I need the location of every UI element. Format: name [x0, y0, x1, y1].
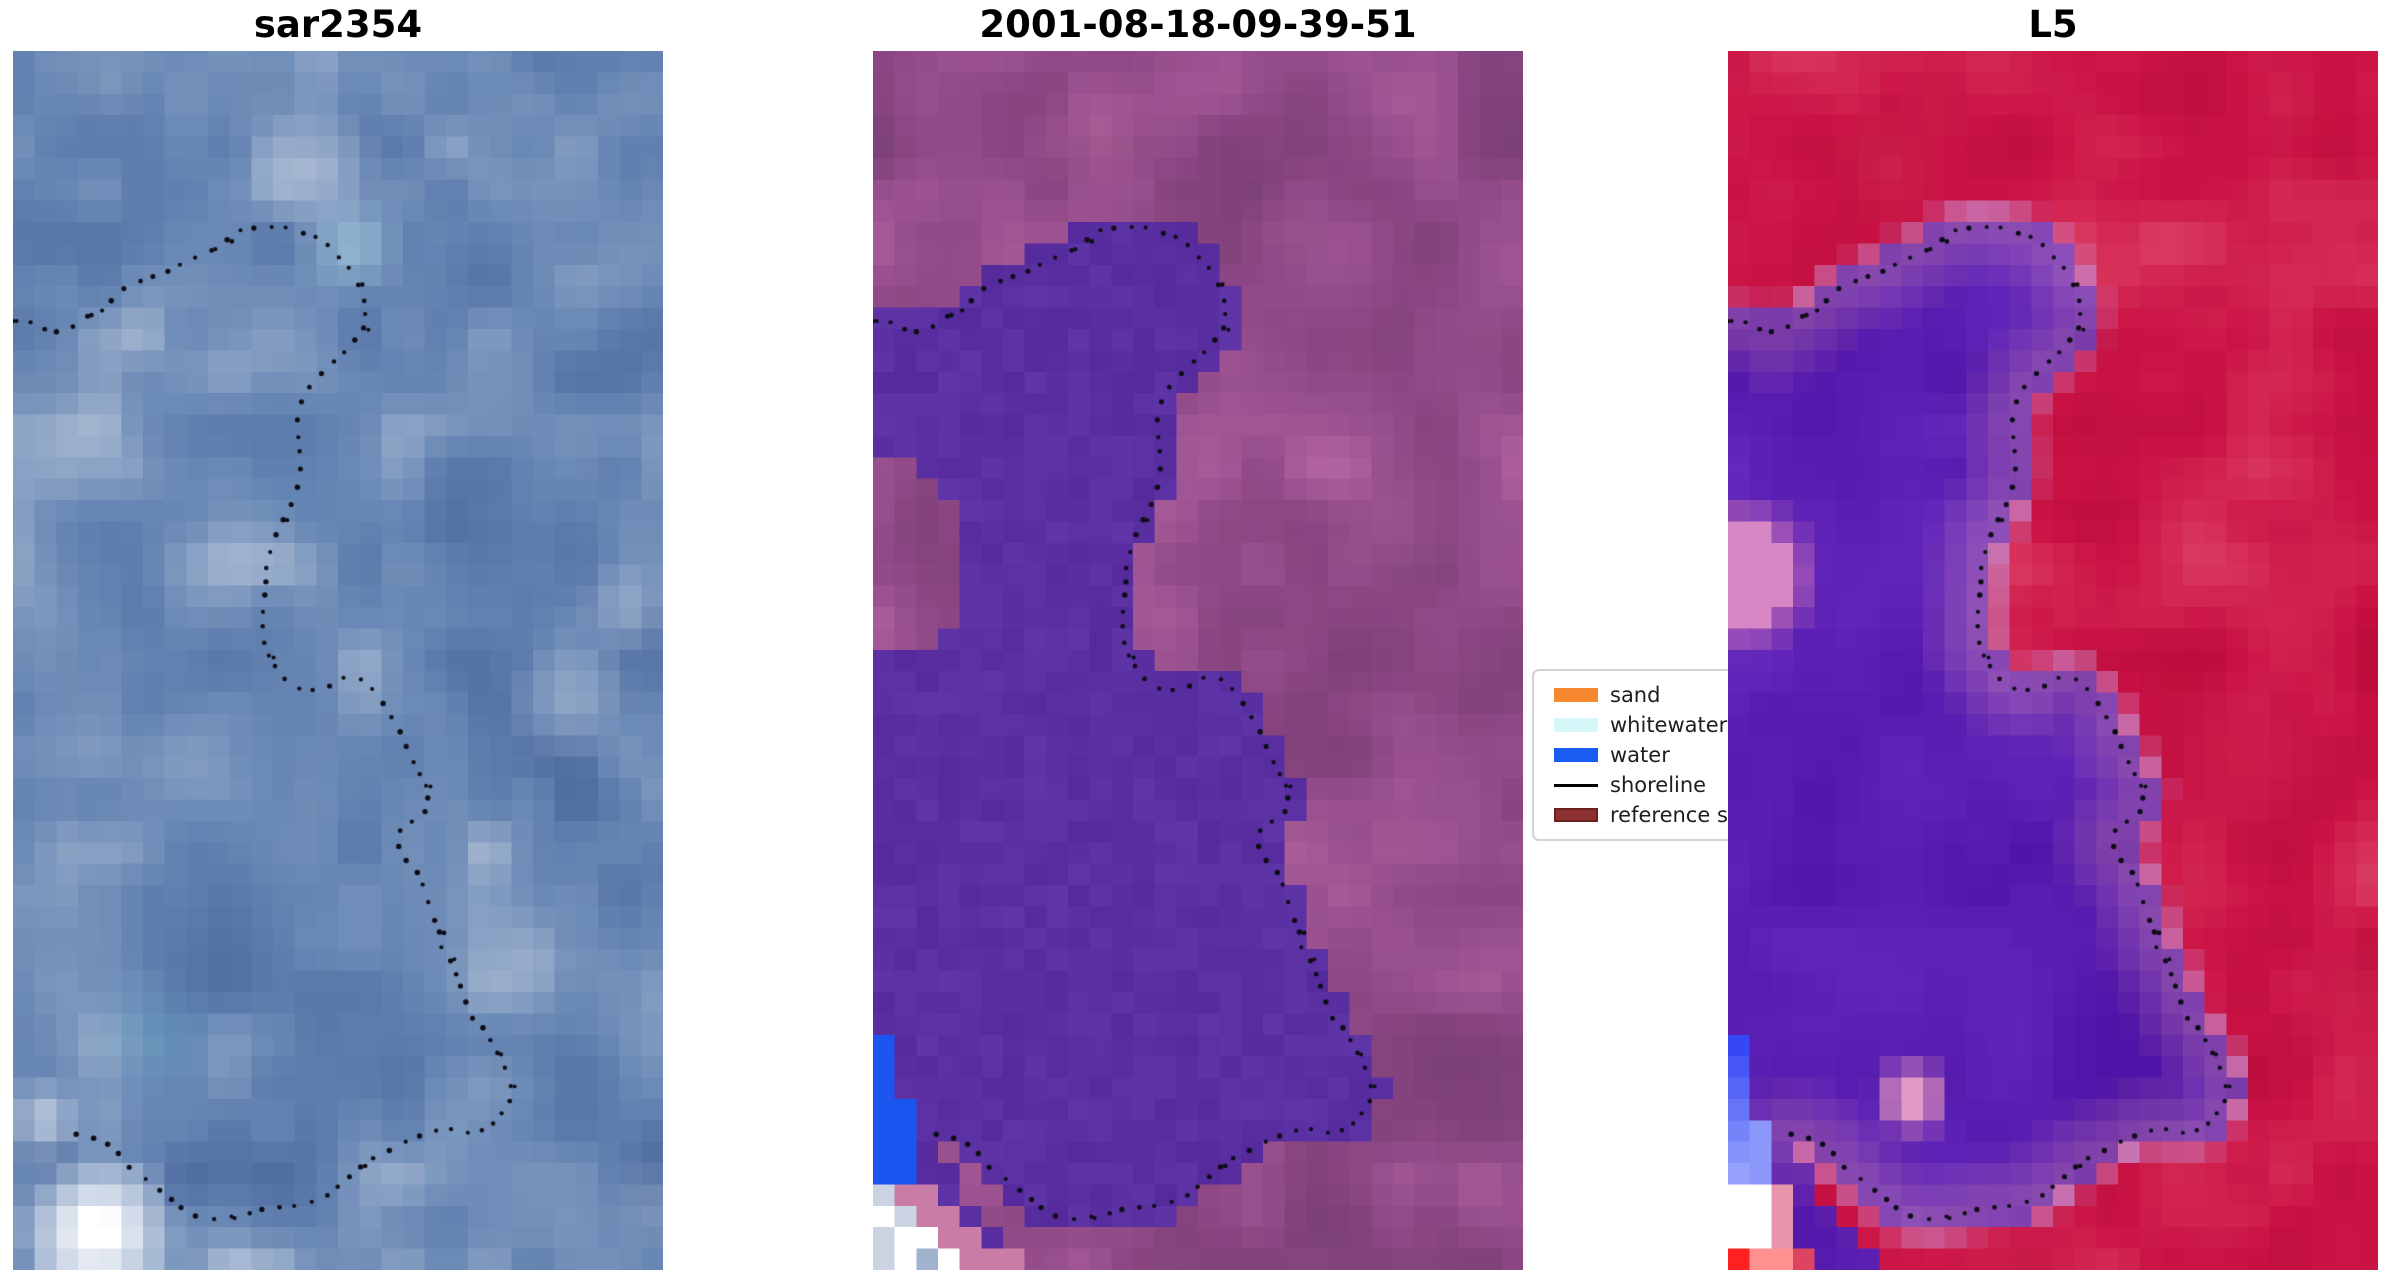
legend-label: sand	[1610, 683, 1661, 707]
legend-entry-water: water	[1554, 740, 1812, 770]
panel-title-date: 2001-08-18-09-39-51	[979, 3, 1417, 46]
legend-entry-whitewater: whitewater	[1554, 710, 1812, 740]
sar-image-panel	[13, 51, 663, 1270]
rgb-shoreline-dots-canvas	[873, 51, 1523, 1270]
legend-color-swatch	[1554, 688, 1598, 702]
legend-entry-sand: sand	[1554, 680, 1812, 710]
landsat5-panel	[1728, 51, 2378, 1270]
panel-title-l5: L5	[2028, 3, 2078, 46]
legend-label: whitewater	[1610, 713, 1728, 737]
legend-entry-shoreline: shoreline	[1554, 770, 1812, 800]
l5-shoreline-dots-canvas	[1728, 51, 2378, 1270]
legend-color-swatch	[1554, 808, 1598, 822]
sar-shoreline-dots-canvas	[13, 51, 663, 1270]
legend-color-swatch	[1554, 718, 1598, 732]
legend-label: water	[1610, 743, 1670, 767]
shoreline-line-swatch	[1554, 783, 1598, 787]
classified-rgb-panel	[873, 51, 1523, 1270]
legend-label: shoreline	[1610, 773, 1707, 797]
panel-title-sar: sar2354	[253, 3, 423, 46]
legend-color-swatch	[1554, 748, 1598, 762]
